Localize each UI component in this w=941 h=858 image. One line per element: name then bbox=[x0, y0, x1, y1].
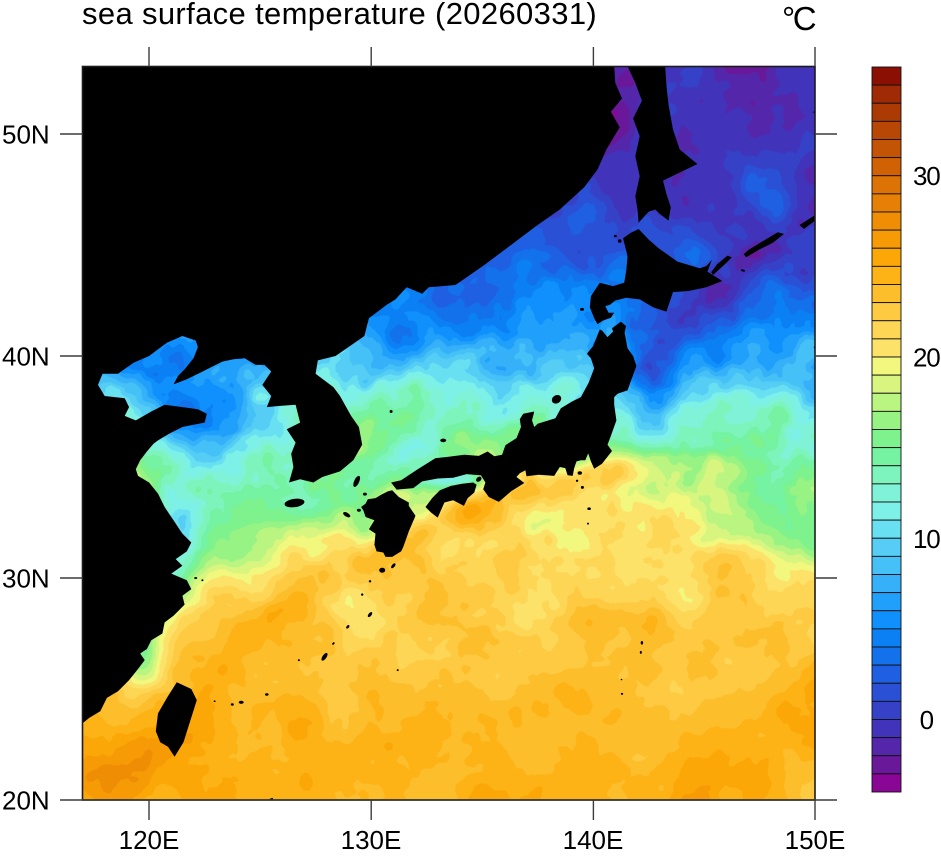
svg-text:50N: 50N bbox=[2, 120, 50, 150]
svg-text:120E: 120E bbox=[119, 825, 180, 855]
svg-text:40N: 40N bbox=[2, 342, 50, 372]
svg-text:30: 30 bbox=[913, 161, 940, 191]
svg-text:sea surface temperature (20260: sea surface temperature (20260331) bbox=[82, 0, 597, 31]
svg-text:10: 10 bbox=[913, 524, 940, 554]
svg-text:°C: °C bbox=[782, 0, 816, 37]
svg-text:130E: 130E bbox=[341, 825, 402, 855]
svg-text:20N: 20N bbox=[2, 786, 50, 816]
svg-text:30N: 30N bbox=[2, 564, 50, 594]
svg-text:150E: 150E bbox=[785, 825, 846, 855]
svg-text:140E: 140E bbox=[563, 825, 624, 855]
svg-text:0: 0 bbox=[920, 705, 934, 735]
svg-text:20: 20 bbox=[913, 343, 940, 373]
